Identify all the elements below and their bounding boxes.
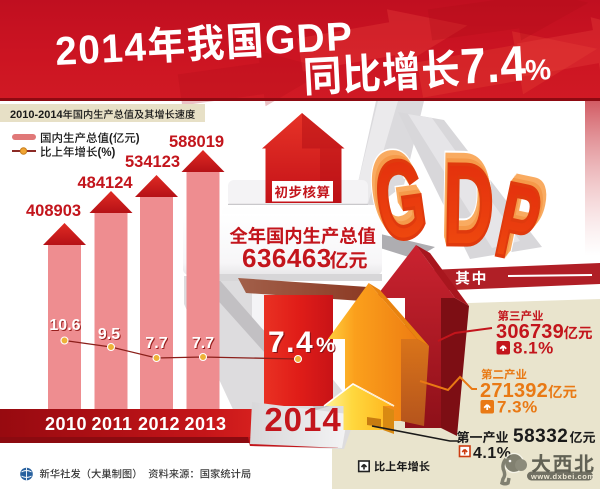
svg-text:7.7: 7.7 xyxy=(145,335,167,352)
svg-text:10.6: 10.6 xyxy=(50,318,81,335)
svg-text:306739: 306739 xyxy=(496,321,564,343)
svg-text:7.3%: 7.3% xyxy=(497,398,538,417)
svg-text:484124: 484124 xyxy=(78,174,134,192)
svg-text:534123: 534123 xyxy=(125,153,180,171)
svg-text:D: D xyxy=(442,140,495,271)
svg-text:D: D xyxy=(441,135,494,266)
svg-text:D: D xyxy=(440,132,493,263)
svg-text:D: D xyxy=(442,137,495,268)
svg-text:408903: 408903 xyxy=(26,202,81,220)
svg-text:2014: 2014 xyxy=(264,401,341,438)
svg-text:4.1%: 4.1% xyxy=(473,445,511,462)
svg-text:D: D xyxy=(440,130,493,261)
svg-text:2012: 2012 xyxy=(138,414,180,434)
svg-text:7.7: 7.7 xyxy=(146,336,168,353)
svg-text:7.4: 7.4 xyxy=(268,326,314,359)
svg-text:www.dxbei.com: www.dxbei.com xyxy=(530,472,595,481)
svg-text:D: D xyxy=(442,139,495,270)
svg-text:): ) xyxy=(136,133,140,145)
svg-text:636463: 636463 xyxy=(242,243,332,273)
svg-text:7.7: 7.7 xyxy=(192,335,214,352)
svg-text:D: D xyxy=(441,133,494,264)
svg-text:2011: 2011 xyxy=(92,414,133,434)
svg-text:271392: 271392 xyxy=(480,380,548,402)
svg-text:%: % xyxy=(524,54,552,87)
svg-text:GDP: GDP xyxy=(264,14,355,63)
svg-text:2013: 2013 xyxy=(185,414,227,434)
svg-text:9.5: 9.5 xyxy=(98,326,120,343)
svg-text:G: G xyxy=(367,134,433,264)
svg-text:10.6: 10.6 xyxy=(49,317,80,334)
svg-text:7.7: 7.7 xyxy=(193,336,215,353)
svg-text:9.5: 9.5 xyxy=(99,327,121,344)
svg-text:(: ( xyxy=(109,133,113,145)
svg-text:D: D xyxy=(441,136,494,267)
svg-text:%: % xyxy=(317,334,336,358)
svg-text:2010: 2010 xyxy=(45,414,87,434)
svg-text:2010-2014: 2010-2014 xyxy=(10,109,63,121)
svg-text:588019: 588019 xyxy=(169,133,224,151)
svg-text:8.1%: 8.1% xyxy=(513,339,554,358)
svg-text:58332: 58332 xyxy=(513,426,568,447)
svg-text:D: D xyxy=(440,130,493,261)
svg-text:7.4: 7.4 xyxy=(459,37,528,96)
svg-text:7.4: 7.4 xyxy=(269,327,315,360)
svg-text:(%): (%) xyxy=(98,147,116,159)
svg-text:2014: 2014 xyxy=(54,25,148,74)
